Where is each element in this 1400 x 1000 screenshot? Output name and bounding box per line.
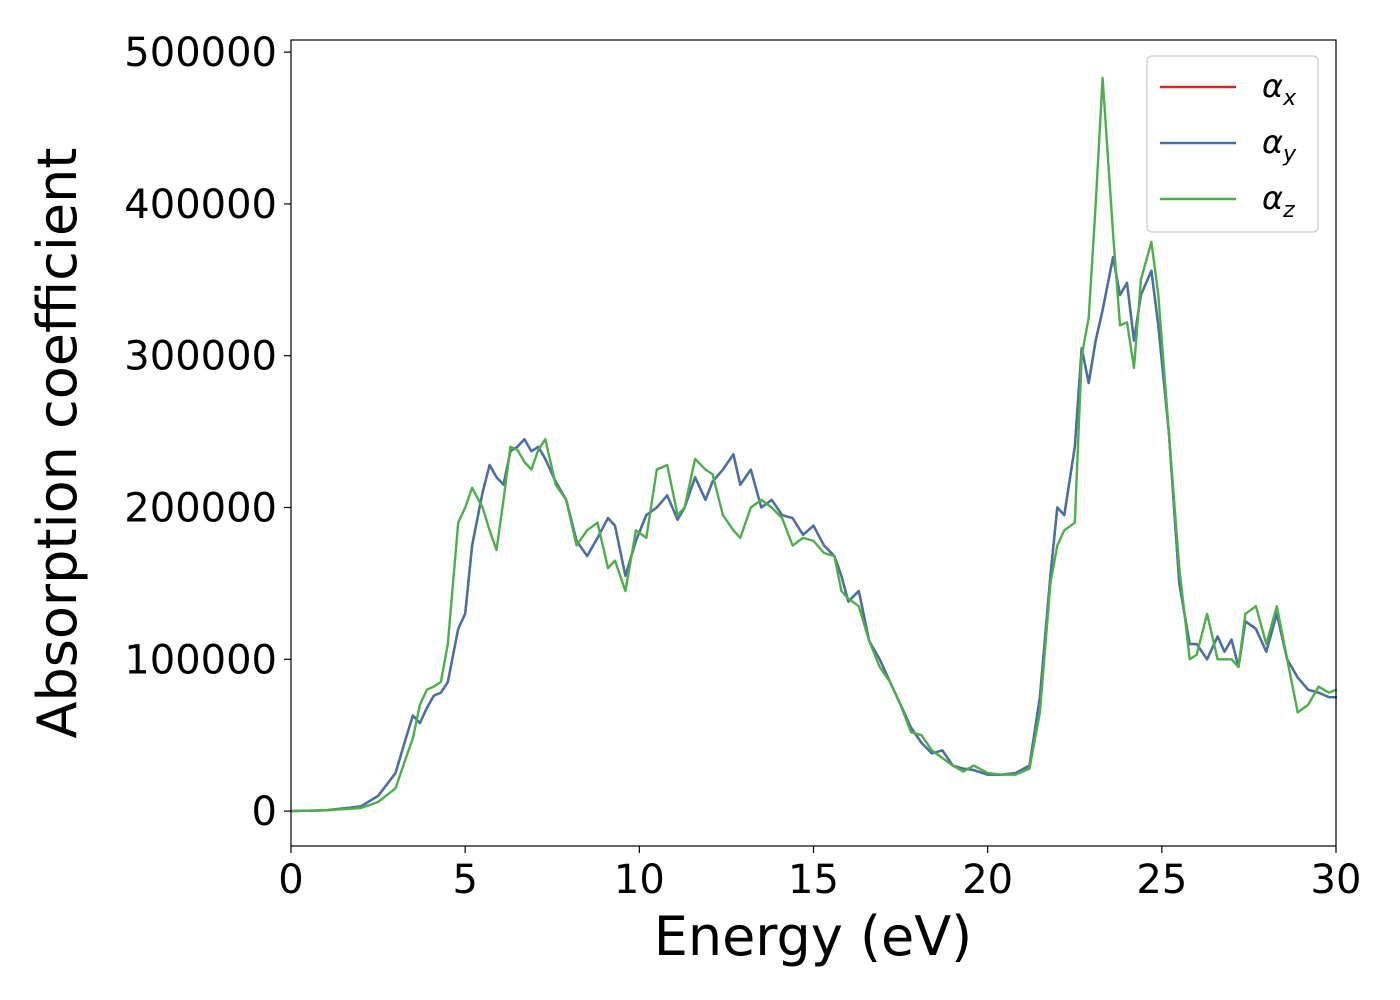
- x-axis-title: Energy (eV): [654, 905, 973, 968]
- x-tick-label: 15: [788, 857, 839, 903]
- x-tick-label: 20: [962, 857, 1013, 903]
- y-tick-label: 200000: [124, 486, 277, 532]
- y-tick-label: 400000: [124, 182, 277, 228]
- x-tick-label: 0: [278, 857, 303, 903]
- x-tick-label: 10: [614, 857, 665, 903]
- y-tick-label: 500000: [124, 30, 277, 76]
- legend-label-x: αx: [1262, 67, 1297, 111]
- series-line-z: [289, 76, 1338, 813]
- x-tick-label: 30: [1311, 857, 1362, 903]
- series-layer: [289, 76, 1338, 813]
- x-tick-label: 25: [1136, 857, 1187, 903]
- x-tick-label: 5: [452, 857, 477, 903]
- legend-label-y: αy: [1262, 123, 1297, 167]
- y-tick-label: 100000: [124, 637, 277, 683]
- y-axis-title: Absorption coefficient: [26, 148, 89, 739]
- y-tick-label: 0: [252, 789, 277, 835]
- y-axis: 0 100000 200000 300000 400000 500000: [124, 30, 291, 835]
- legend-label-z: αz: [1262, 179, 1295, 223]
- x-axis: 0 5 10 15 20 25 30: [278, 846, 1361, 903]
- legend: αx αy αz: [1146, 55, 1319, 233]
- y-tick-label: 300000: [124, 334, 277, 380]
